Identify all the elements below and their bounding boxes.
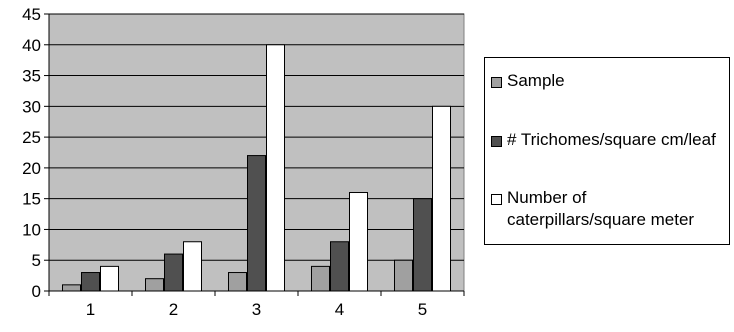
y-tick-label-9: 45 xyxy=(22,5,41,24)
bar-s2-c2 xyxy=(266,44,285,292)
y-tick-label-8: 40 xyxy=(22,36,41,55)
legend-label-trichomes: # Trichomes/square cm/leaf xyxy=(507,130,716,149)
x-tick-label-0: 1 xyxy=(86,300,95,319)
bar-s0-c2 xyxy=(228,272,247,292)
bar-s2-c1 xyxy=(183,241,202,292)
y-tick-label-5: 25 xyxy=(22,128,41,147)
y-tick-label-1: 5 xyxy=(32,251,41,270)
x-tick-label-1: 2 xyxy=(169,300,178,319)
legend: Sample # Trichomes/square cm/leaf Number… xyxy=(484,57,730,245)
bar-s1-c1 xyxy=(164,253,183,292)
legend-item-caterpillars: Number of caterpillars/square meter xyxy=(491,187,729,231)
y-tick-label-0: 0 xyxy=(32,282,41,301)
bar-s2-c3 xyxy=(349,192,368,292)
y-tick-label-6: 30 xyxy=(22,97,41,116)
x-tick-label-4: 5 xyxy=(418,300,427,319)
legend-label-caterpillars: Number of caterpillars/square meter xyxy=(507,188,695,229)
legend-item-sample: Sample xyxy=(491,70,729,92)
y-tick-label-2: 10 xyxy=(22,220,41,239)
legend-swatch-trichomes xyxy=(491,136,502,147)
bar-s0-c0 xyxy=(62,284,81,292)
y-tick-label-4: 20 xyxy=(22,159,41,178)
x-tick-label-2: 3 xyxy=(252,300,261,319)
bar-s0-c3 xyxy=(311,265,330,292)
bar-s0-c4 xyxy=(394,259,413,292)
bar-s0-c1 xyxy=(145,278,164,292)
bar-s1-c3 xyxy=(330,241,349,292)
legend-item-trichomes: # Trichomes/square cm/leaf xyxy=(491,129,729,151)
bar-s2-c0 xyxy=(100,265,119,292)
legend-label-sample: Sample xyxy=(507,71,565,90)
legend-swatch-caterpillars xyxy=(491,194,502,205)
bar-s1-c4 xyxy=(413,198,432,292)
legend-swatch-sample xyxy=(491,77,502,88)
bar-s1-c0 xyxy=(81,272,100,292)
x-tick-label-3: 4 xyxy=(335,300,344,319)
y-tick-label-7: 35 xyxy=(22,67,41,86)
bar-s2-c4 xyxy=(432,105,451,292)
bar-s1-c2 xyxy=(247,155,266,292)
y-tick-label-3: 15 xyxy=(22,190,41,209)
